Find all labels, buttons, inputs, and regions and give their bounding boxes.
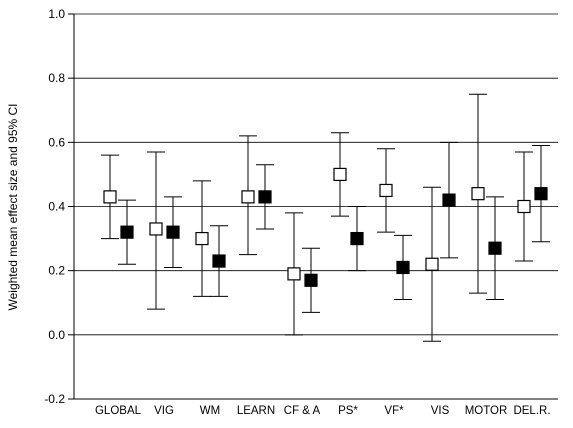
filled-square-marker [258, 190, 272, 204]
open-square-marker [471, 187, 485, 201]
filled-square-marker [350, 231, 364, 246]
x-category-label: VIS [431, 405, 450, 417]
open-square-marker [287, 267, 301, 281]
filled-square-marker [212, 254, 226, 268]
open-square-marker [195, 231, 209, 246]
y-tick-label: 0.2 [48, 264, 65, 278]
series-filled-squares [118, 141, 550, 313]
x-category-labels: GLOBAL VIG WM LEARN CF & A PS* VF* VIS MOTOR DEL.… [95, 405, 551, 417]
x-category-label: LEARN [237, 405, 275, 417]
y-tick-labels: -0.2 0.0 0.2 0.4 0.6 0.8 1.0 [44, 7, 65, 406]
series [101, 93, 550, 342]
axes [68, 13, 558, 400]
filled-square-marker [488, 241, 502, 255]
gridlines [74, 13, 558, 400]
open-square-marker [333, 167, 347, 182]
y-axis-title: Weighted mean effect size and 95% CI [6, 103, 20, 310]
series-open-squares [101, 93, 533, 342]
open-square-marker [425, 257, 439, 271]
x-category-label: PS* [338, 405, 358, 417]
y-tick-label: 0.0 [48, 328, 65, 342]
filled-square-marker [304, 273, 318, 287]
x-category-label: VIG [154, 405, 174, 417]
x-category-label: MOTOR [465, 405, 508, 417]
y-tick-label: 0.8 [48, 71, 65, 85]
y-tick-label: 1.0 [48, 7, 65, 21]
x-category-label: VF* [384, 405, 404, 417]
open-square-marker [241, 190, 255, 204]
filled-square-marker [534, 187, 548, 201]
filled-square-marker [442, 193, 456, 207]
filled-square-marker [120, 225, 134, 239]
open-square-marker [517, 199, 531, 214]
x-category-label: WM [200, 405, 220, 417]
y-tick-label: 0.6 [48, 135, 65, 149]
open-square-marker [103, 190, 117, 204]
y-tick-label: 0.4 [48, 200, 65, 214]
open-square-marker [379, 183, 393, 198]
y-tick-label: -0.2 [44, 392, 65, 406]
open-square-marker [149, 222, 163, 236]
filled-square-marker [166, 225, 180, 239]
x-category-label: DEL.R. [513, 405, 550, 417]
filled-square-marker [396, 260, 410, 275]
x-category-label: GLOBAL [95, 405, 142, 417]
x-category-label: CF & A [284, 405, 321, 417]
